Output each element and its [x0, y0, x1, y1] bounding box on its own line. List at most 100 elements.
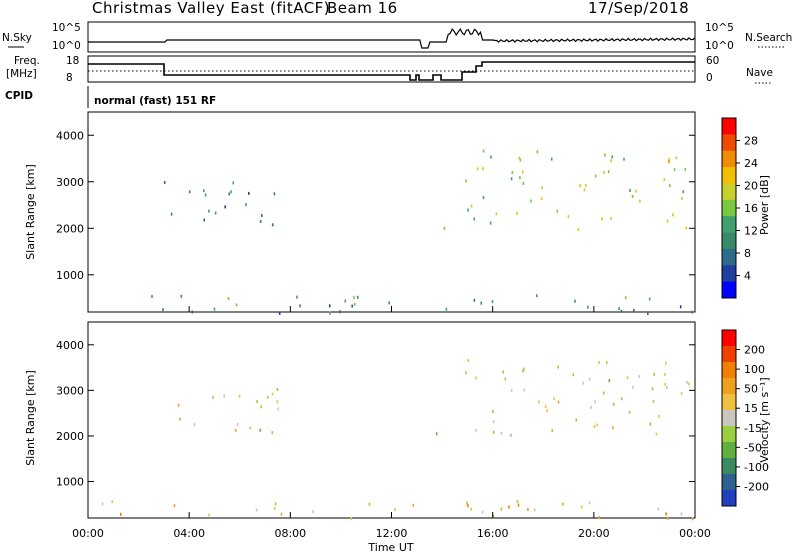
velocity-colorbar-swatch [722, 394, 736, 411]
velocity-colorbar-tick-label: 15 [744, 402, 758, 415]
velocity-data-point [276, 388, 279, 391]
velocity-data-point [626, 376, 629, 380]
velocity-data-point [179, 417, 181, 421]
velocity-data-point [510, 388, 513, 392]
power-marks [151, 149, 693, 315]
x-tick-label: 12:00 [376, 527, 408, 540]
power-ylabel: Slant Range [km] [24, 164, 37, 260]
power-data-point [214, 211, 217, 215]
power-panel-frame [87, 111, 696, 313]
velocity-colorbar-swatch [722, 378, 736, 395]
velocity-data-point [664, 382, 666, 386]
power-colorbar-swatch [722, 150, 736, 168]
velocity-colorbar-swatch [722, 346, 736, 363]
velocity-data-point [598, 361, 600, 364]
velocity-data-point [580, 505, 583, 509]
velocity-data-point [475, 428, 477, 432]
velocity-data-point [236, 422, 239, 426]
power-data-point [669, 184, 671, 188]
velocity-data-point [394, 508, 396, 512]
velocity-colorbar: 200 100 50 15 -15 -50 -100 -200 [721, 329, 769, 507]
power-data-point [567, 215, 570, 219]
power-colorbar-swatch [722, 134, 736, 152]
velocity-data-point [177, 403, 180, 407]
velocity-data-point [277, 407, 279, 411]
power-data-point [536, 294, 538, 298]
velocity-data-point [686, 380, 688, 384]
velocity-data-point [651, 387, 654, 391]
power-data-point [482, 167, 484, 171]
velocity-data-point [638, 375, 640, 379]
power-data-point [635, 189, 637, 193]
velocity-data-point [544, 405, 547, 409]
power-data-point [208, 209, 210, 213]
power-data-point [540, 197, 543, 201]
power-data-point [639, 199, 641, 203]
velocity-colorbar-label: Velocity [m s⁻¹] [758, 377, 771, 462]
power-data-point [631, 194, 634, 198]
velocity-data-point [271, 392, 274, 396]
freq-trace [88, 61, 695, 81]
velocity-colorbar-swatch [722, 442, 736, 459]
power-data-point [329, 311, 331, 315]
power-data-point [603, 171, 605, 174]
velocity-data-point [273, 506, 276, 510]
power-data-point [685, 226, 688, 230]
velocity-data-point [120, 512, 122, 516]
power-data-point [191, 310, 194, 314]
power-data-point [584, 183, 587, 187]
power-data-point [482, 196, 485, 200]
velocity-data-point [628, 410, 631, 414]
velocity-data-point [620, 397, 623, 401]
velocity-colorbar-swatch [722, 490, 736, 507]
power-data-point [476, 167, 479, 171]
velocity-data-point [598, 516, 600, 519]
power-data-point [510, 177, 513, 181]
velocity-data-point [649, 422, 652, 426]
power-data-point [623, 157, 625, 161]
y-tick-label: 2000 [56, 430, 84, 443]
power-data-point [668, 160, 670, 164]
power-data-point [684, 167, 687, 171]
power-data-point [273, 192, 276, 196]
velocity-yticks: 1000 2000 3000 4000 [56, 339, 695, 489]
velocity-data-point [553, 397, 555, 401]
power-data-point [443, 226, 446, 230]
power-data-point [519, 176, 521, 180]
y-tick-label: 1000 [56, 269, 84, 282]
y-tick-label: 4000 [56, 339, 84, 352]
nsky-label: N.Sky [2, 32, 32, 44]
x-ticks: 00:00 04:00 08:00 12:00 16:00 20:00 00:00 [72, 306, 711, 540]
freq-tick-bottom: 8 [66, 72, 73, 84]
velocity-colorbar-tick-label: 200 [744, 344, 765, 357]
power-data-point [203, 189, 205, 193]
power-data-point [473, 298, 476, 302]
velocity-data-point [260, 405, 262, 409]
x-tick-label: 20:00 [578, 527, 610, 540]
power-data-point [353, 302, 356, 306]
power-data-point [227, 297, 230, 300]
nave-tick-top: 60 [706, 55, 719, 67]
power-colorbar-tick-label: 12 [744, 225, 758, 238]
velocity-data-point [653, 372, 656, 376]
velocity-colorbar-frame [721, 329, 737, 507]
velocity-data-point [509, 434, 512, 438]
velocity-data-point [593, 425, 596, 428]
power-data-point [673, 168, 676, 172]
power-data-point [574, 299, 576, 303]
velocity-data-point [212, 395, 214, 399]
x-tick-label: 00:00 [679, 527, 711, 540]
noise-tick-top: 10^5 [52, 22, 81, 34]
velocity-data-point [173, 504, 176, 508]
power-data-point [668, 157, 670, 161]
power-data-point [465, 179, 467, 183]
velocity-data-point [666, 516, 669, 520]
power-data-point [530, 199, 532, 203]
power-colorbar-tick-label: 28 [744, 135, 758, 148]
velocity-data-point [665, 361, 667, 365]
power-data-point [259, 220, 262, 223]
power-data-point [228, 192, 230, 196]
power-data-point [473, 217, 475, 221]
power-data-point [163, 181, 166, 184]
noise-tick-right-bottom: 10^0 [705, 40, 734, 52]
